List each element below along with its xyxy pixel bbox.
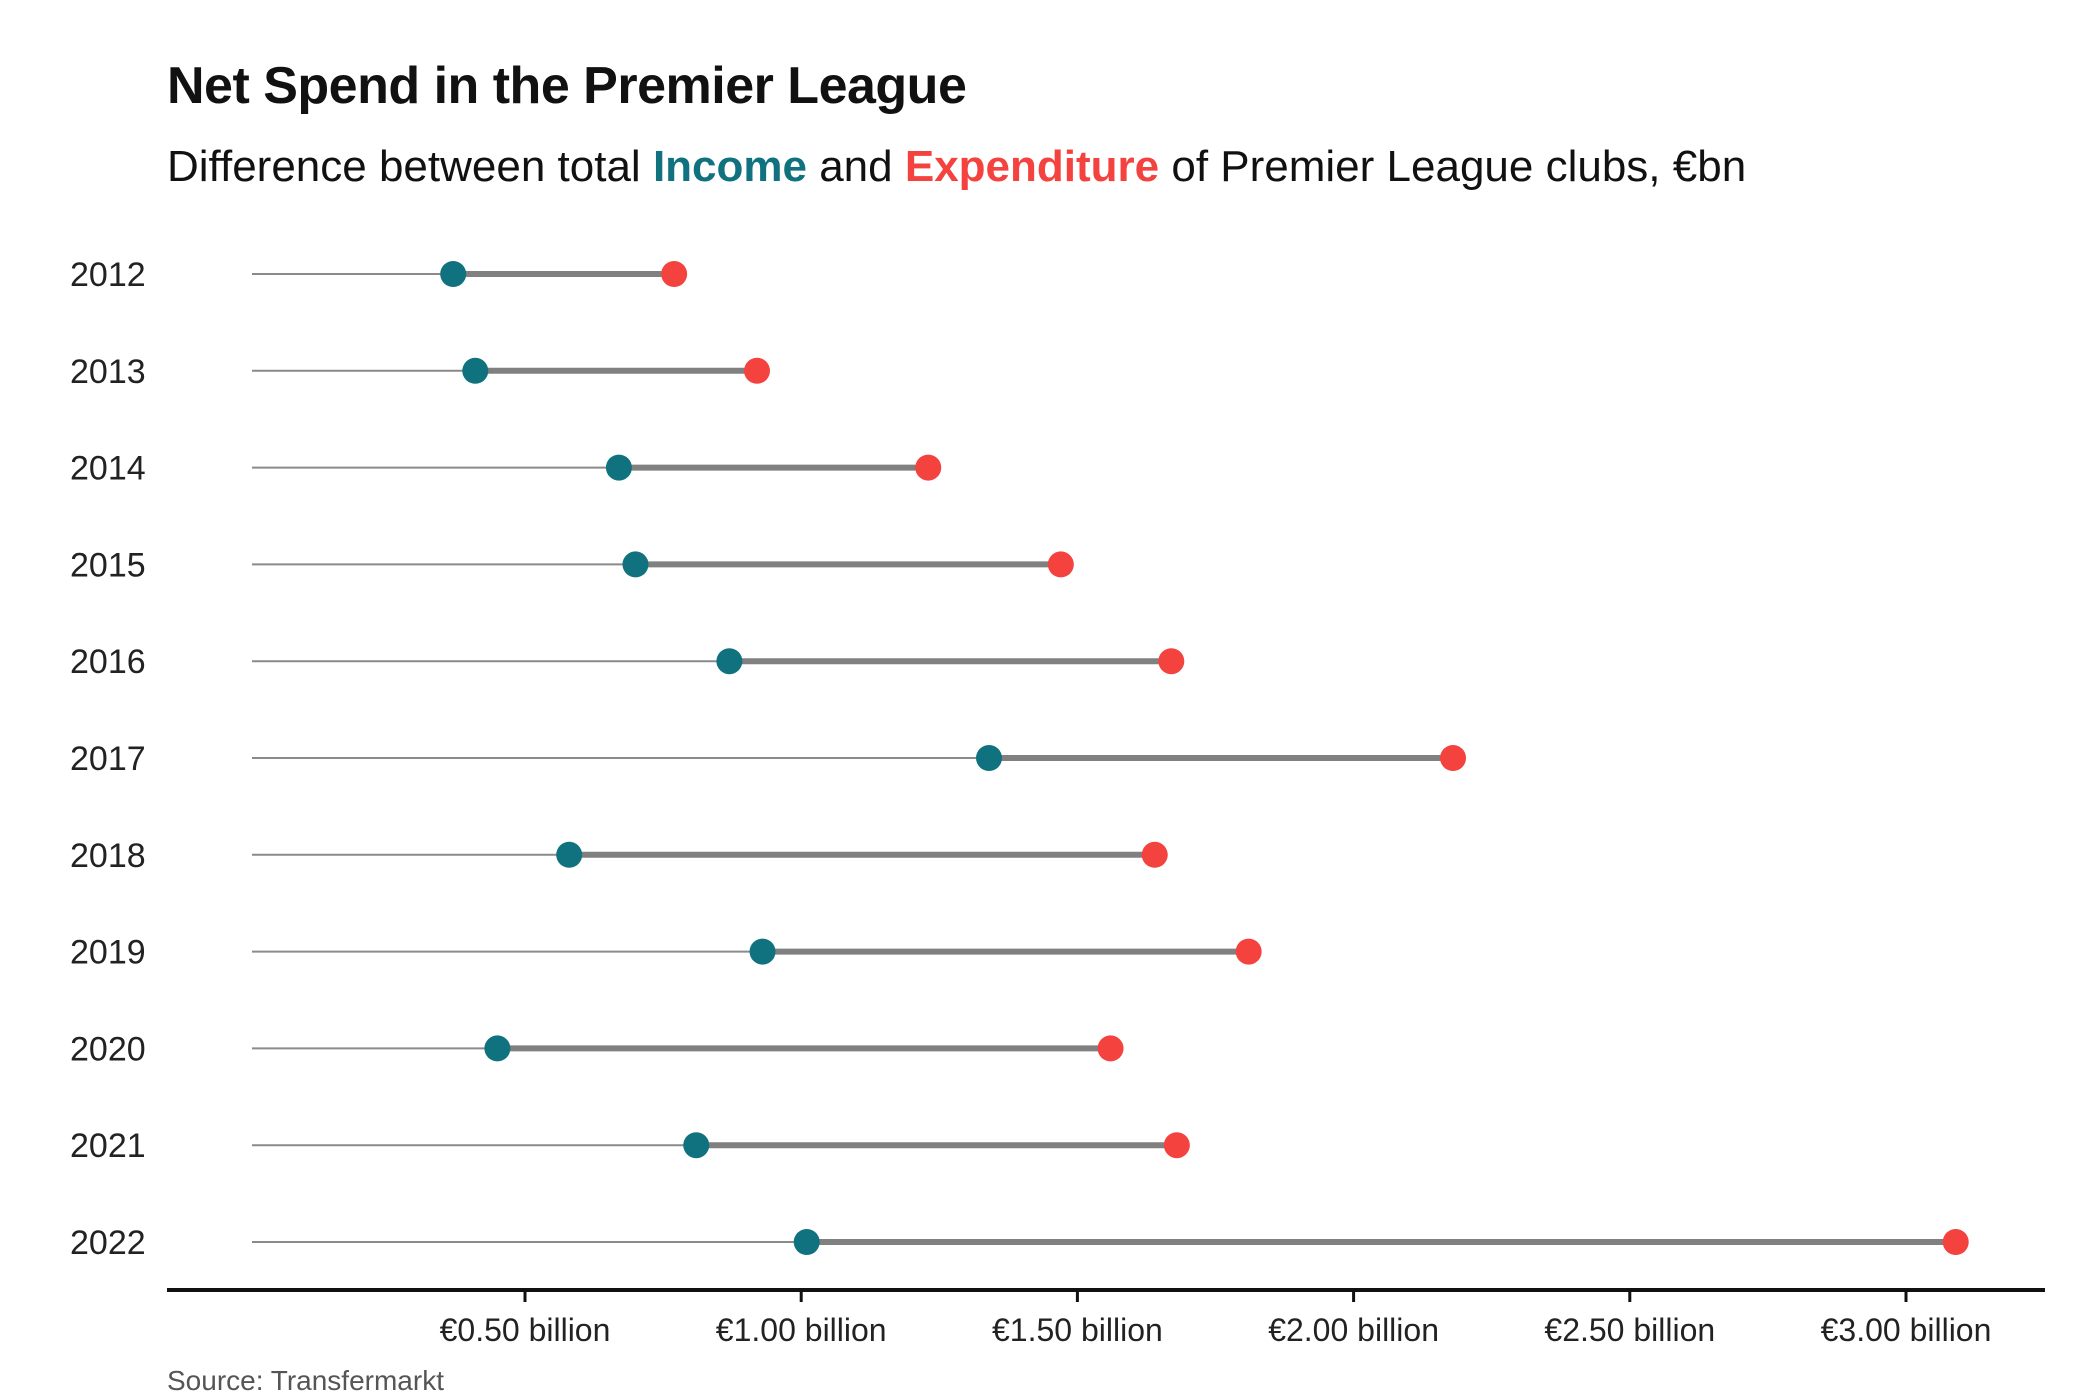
expenditure-point <box>1440 745 1467 771</box>
income-point <box>484 1035 511 1062</box>
year-label: 2014 <box>70 450 146 488</box>
subtitle-expenditure-word: Expenditure <box>904 142 1160 191</box>
income-point <box>749 938 776 965</box>
expenditure-point <box>1158 648 1185 675</box>
subtitle-income-word: Income <box>652 142 807 191</box>
expenditure-point <box>1942 1229 1969 1255</box>
subtitle-middle: and <box>806 142 905 191</box>
chart-subtitle: Difference between total Income and Expe… <box>167 142 1746 192</box>
x-tick-label: €1.00 billion <box>716 1312 887 1348</box>
year-label: 2012 <box>70 256 146 294</box>
year-label: 2020 <box>70 1030 146 1068</box>
income-point <box>683 1132 710 1159</box>
source-note: Source: Transfermarkt <box>167 1365 444 1396</box>
expenditure-point <box>1047 551 1074 578</box>
subtitle-suffix: of Premier League clubs, €bn <box>1159 142 1747 191</box>
expenditure-point <box>1235 938 1262 965</box>
income-point <box>605 454 632 481</box>
x-tick-label: €3.00 billion <box>1821 1312 1992 1348</box>
year-label: 2016 <box>70 643 146 681</box>
expenditure-point <box>915 454 942 481</box>
income-point <box>622 551 649 578</box>
expenditure-point <box>1163 1132 1190 1159</box>
income-point <box>556 841 583 868</box>
subtitle-prefix: Difference between total <box>167 142 653 191</box>
expenditure-point <box>1097 1035 1124 1062</box>
year-label: 2022 <box>70 1224 146 1262</box>
income-point <box>716 648 743 675</box>
x-tick-label: €2.00 billion <box>1268 1312 1439 1348</box>
year-label: 2015 <box>70 546 146 584</box>
income-point <box>440 261 467 287</box>
expenditure-point <box>661 261 688 287</box>
income-point <box>793 1229 820 1255</box>
expenditure-point <box>1141 841 1168 868</box>
year-label: 2013 <box>70 353 146 391</box>
expenditure-point <box>744 357 771 384</box>
x-tick-label: €1.50 billion <box>992 1312 1163 1348</box>
income-point <box>462 357 489 384</box>
year-label: 2021 <box>70 1127 146 1165</box>
chart-title: Net Spend in the Premier League <box>167 57 967 115</box>
x-tick-label: €0.50 billion <box>440 1312 611 1348</box>
year-label: 2019 <box>70 934 146 972</box>
income-point <box>976 745 1003 771</box>
year-label: 2017 <box>70 740 146 778</box>
x-tick-label: €2.50 billion <box>1544 1312 1715 1348</box>
year-label: 2018 <box>70 837 146 875</box>
